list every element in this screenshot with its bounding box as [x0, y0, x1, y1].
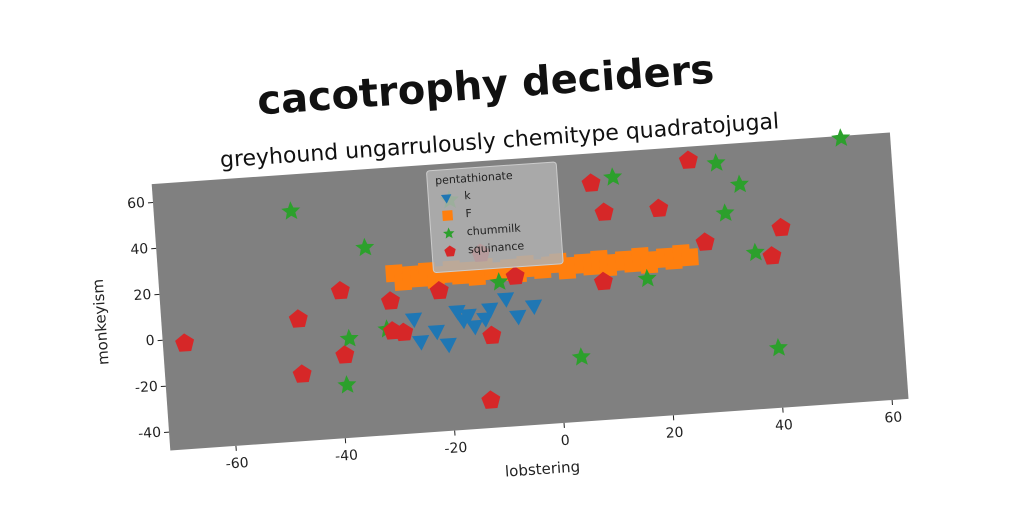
y-tick-label: 0	[145, 333, 155, 350]
point	[482, 325, 502, 345]
chart-title: cacotrophy deciders	[256, 47, 716, 125]
point	[481, 390, 501, 409]
point	[459, 308, 477, 325]
x-tick-label: 0	[560, 433, 570, 450]
point	[831, 128, 851, 147]
point	[496, 292, 515, 308]
y-tick-label: 20	[133, 287, 152, 304]
point	[448, 304, 466, 321]
point	[339, 328, 359, 348]
point	[404, 312, 423, 329]
point	[380, 291, 400, 310]
point	[355, 237, 375, 257]
legend-label: chummilk	[466, 221, 521, 238]
point	[637, 268, 657, 288]
point	[292, 364, 312, 383]
legend-box	[426, 161, 564, 273]
point	[524, 299, 543, 316]
point	[745, 242, 765, 262]
y-tick-label: -20	[134, 379, 158, 397]
point	[715, 203, 735, 222]
point	[593, 271, 613, 291]
x-tick-label: -20	[444, 440, 468, 458]
point	[481, 302, 499, 319]
x-axis-label: lobstering	[504, 457, 580, 480]
x-tick-label: -60	[225, 455, 249, 473]
point	[411, 335, 430, 351]
y-tick-label: 60	[127, 195, 146, 212]
x-tick-label: 40	[775, 417, 794, 434]
legend-label: F	[465, 207, 472, 220]
point	[330, 280, 350, 300]
point	[439, 337, 457, 354]
point	[489, 272, 509, 291]
legend-label: squinance	[468, 239, 525, 256]
point	[505, 266, 525, 285]
point	[581, 173, 601, 192]
rotated-figure: cacotrophy deciders greyhound ungarrulou…	[89, 47, 909, 481]
point	[680, 248, 699, 267]
point	[762, 246, 782, 265]
point	[476, 312, 494, 328]
point	[649, 198, 669, 218]
point	[337, 375, 357, 394]
legend-title: pentathionate	[435, 169, 514, 187]
point	[571, 347, 591, 366]
point	[335, 345, 355, 364]
point	[509, 309, 527, 326]
x-tick-label: -40	[335, 447, 359, 465]
legend-marker	[440, 194, 452, 204]
legend-marker	[443, 227, 455, 239]
point	[594, 202, 614, 221]
point	[771, 217, 791, 237]
point	[603, 167, 623, 186]
point	[465, 319, 484, 336]
point	[706, 153, 726, 172]
y-tick-label: -40	[138, 425, 162, 443]
point	[678, 150, 698, 169]
point	[288, 309, 308, 328]
y-axis-label: monkeyism	[89, 278, 113, 365]
x-tick-label: 20	[665, 425, 684, 442]
point	[394, 322, 414, 342]
point	[768, 338, 788, 357]
point	[729, 174, 749, 194]
y-tick-label: 40	[130, 241, 149, 258]
legend-marker	[442, 210, 454, 222]
point	[695, 232, 715, 251]
legend-label: k	[464, 189, 472, 202]
point	[281, 201, 301, 220]
legend-marker	[444, 245, 456, 257]
x-tick-label: 60	[884, 409, 903, 426]
point	[175, 333, 195, 352]
point	[427, 324, 445, 341]
point	[429, 280, 449, 300]
